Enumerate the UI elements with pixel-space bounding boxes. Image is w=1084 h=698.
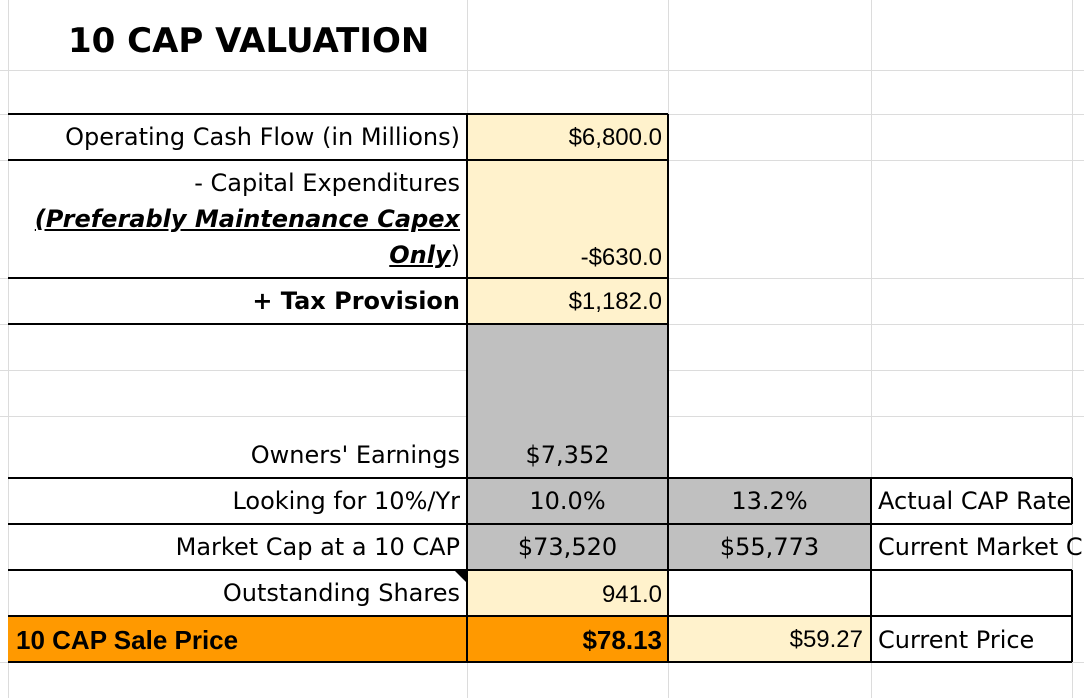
label-capex-line1: - Capital Expenditures <box>194 169 460 197</box>
label-market-cap: Market Cap at a 10 CAP <box>175 533 460 561</box>
label-capex-only: Only <box>389 241 451 269</box>
cell-tax-value-fill[interactable] <box>467 278 668 324</box>
cell-sale-price-fill[interactable] <box>8 616 668 662</box>
label-capex-line2: (Preferably Maintenance Capex <box>34 205 460 233</box>
sheet-title: 10 CAP VALUATION <box>68 21 430 61</box>
cell-actual-cap-value-fill[interactable] <box>668 478 871 524</box>
label-tax-provision: + Tax Provision <box>252 287 460 315</box>
label-actual-cap-rate: Actual CAP Rate <box>878 487 1072 515</box>
value-actual-cap-rate: 13.2% <box>731 487 808 515</box>
value-market-cap: $73,520 <box>517 533 618 561</box>
cell-looking-value-fill[interactable] <box>467 478 668 524</box>
label-sale-price: 10 CAP Sale Price <box>16 625 239 655</box>
cell-current-price-value-fill[interactable] <box>668 616 871 662</box>
label-operating-cash-flow: Operating Cash Flow (in Millions) <box>65 123 460 151</box>
value-operating-cash-flow: $6,800.0 <box>568 124 662 151</box>
cell-market-cap-value-fill[interactable] <box>467 524 668 570</box>
value-tax-provision: $1,182.0 <box>568 288 662 315</box>
label-current-price: Current Price <box>878 626 1035 654</box>
value-outstanding-shares: 941.0 <box>601 581 662 608</box>
label-capex-paren: ) <box>450 241 460 269</box>
label-capex-line3: Only) <box>389 243 460 267</box>
value-owners-earnings: $7,352 <box>525 441 610 469</box>
label-outstanding-shares: Outstanding Shares <box>222 579 460 607</box>
value-capex: -$630.0 <box>580 244 662 271</box>
value-current-price: $59.27 <box>789 626 863 653</box>
cell-owners-earnings-fill[interactable] <box>467 324 668 478</box>
cell-ocf-value-fill[interactable] <box>467 114 668 278</box>
value-sale-price: $78.13 <box>582 625 662 655</box>
cell-current-market-value-fill[interactable] <box>668 524 871 570</box>
value-looking-for: 10.0% <box>529 487 606 515</box>
cell-shares-value-fill[interactable] <box>467 570 668 616</box>
value-current-market-cap: $55,773 <box>719 533 820 561</box>
label-current-market-cap: Current Market C <box>878 535 1083 559</box>
label-looking-for: Looking for 10%/Yr <box>232 487 460 515</box>
label-owners-earnings: Owners' Earnings <box>250 441 460 469</box>
